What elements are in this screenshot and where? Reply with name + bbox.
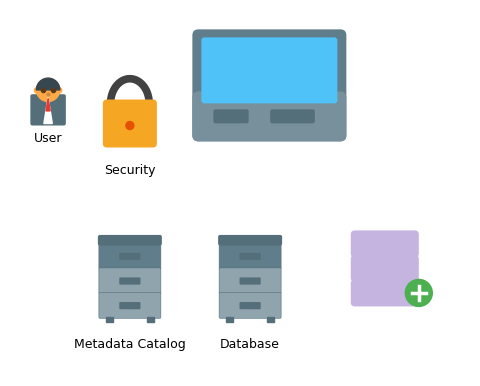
Circle shape (405, 279, 432, 306)
FancyBboxPatch shape (239, 278, 260, 284)
Wedge shape (36, 78, 60, 90)
FancyBboxPatch shape (217, 235, 282, 245)
Text: Security: Security (104, 164, 156, 176)
Circle shape (36, 78, 60, 102)
FancyBboxPatch shape (239, 302, 260, 309)
FancyBboxPatch shape (270, 109, 314, 124)
FancyBboxPatch shape (350, 279, 418, 306)
Text: Metadata Catalog: Metadata Catalog (74, 338, 185, 351)
FancyBboxPatch shape (192, 29, 346, 141)
Polygon shape (44, 97, 52, 124)
FancyBboxPatch shape (350, 230, 418, 257)
FancyBboxPatch shape (119, 253, 140, 260)
FancyBboxPatch shape (30, 94, 66, 125)
FancyBboxPatch shape (99, 293, 160, 318)
FancyBboxPatch shape (97, 235, 162, 245)
FancyBboxPatch shape (219, 268, 280, 294)
FancyBboxPatch shape (201, 37, 336, 103)
FancyBboxPatch shape (99, 243, 160, 269)
Circle shape (35, 88, 40, 93)
Text: User: User (34, 132, 62, 144)
FancyBboxPatch shape (350, 255, 418, 282)
FancyBboxPatch shape (103, 100, 156, 147)
FancyBboxPatch shape (119, 278, 140, 284)
Circle shape (126, 122, 133, 130)
Bar (106, 317, 113, 322)
Bar (266, 317, 274, 322)
Bar (226, 317, 233, 322)
FancyBboxPatch shape (239, 253, 260, 260)
FancyBboxPatch shape (192, 91, 346, 141)
Polygon shape (46, 98, 50, 111)
Circle shape (56, 88, 61, 93)
Bar (146, 317, 154, 322)
FancyBboxPatch shape (119, 302, 140, 309)
FancyBboxPatch shape (219, 243, 280, 269)
Text: Database: Database (220, 338, 279, 351)
FancyBboxPatch shape (213, 109, 248, 124)
FancyBboxPatch shape (99, 268, 160, 294)
FancyBboxPatch shape (219, 293, 280, 318)
